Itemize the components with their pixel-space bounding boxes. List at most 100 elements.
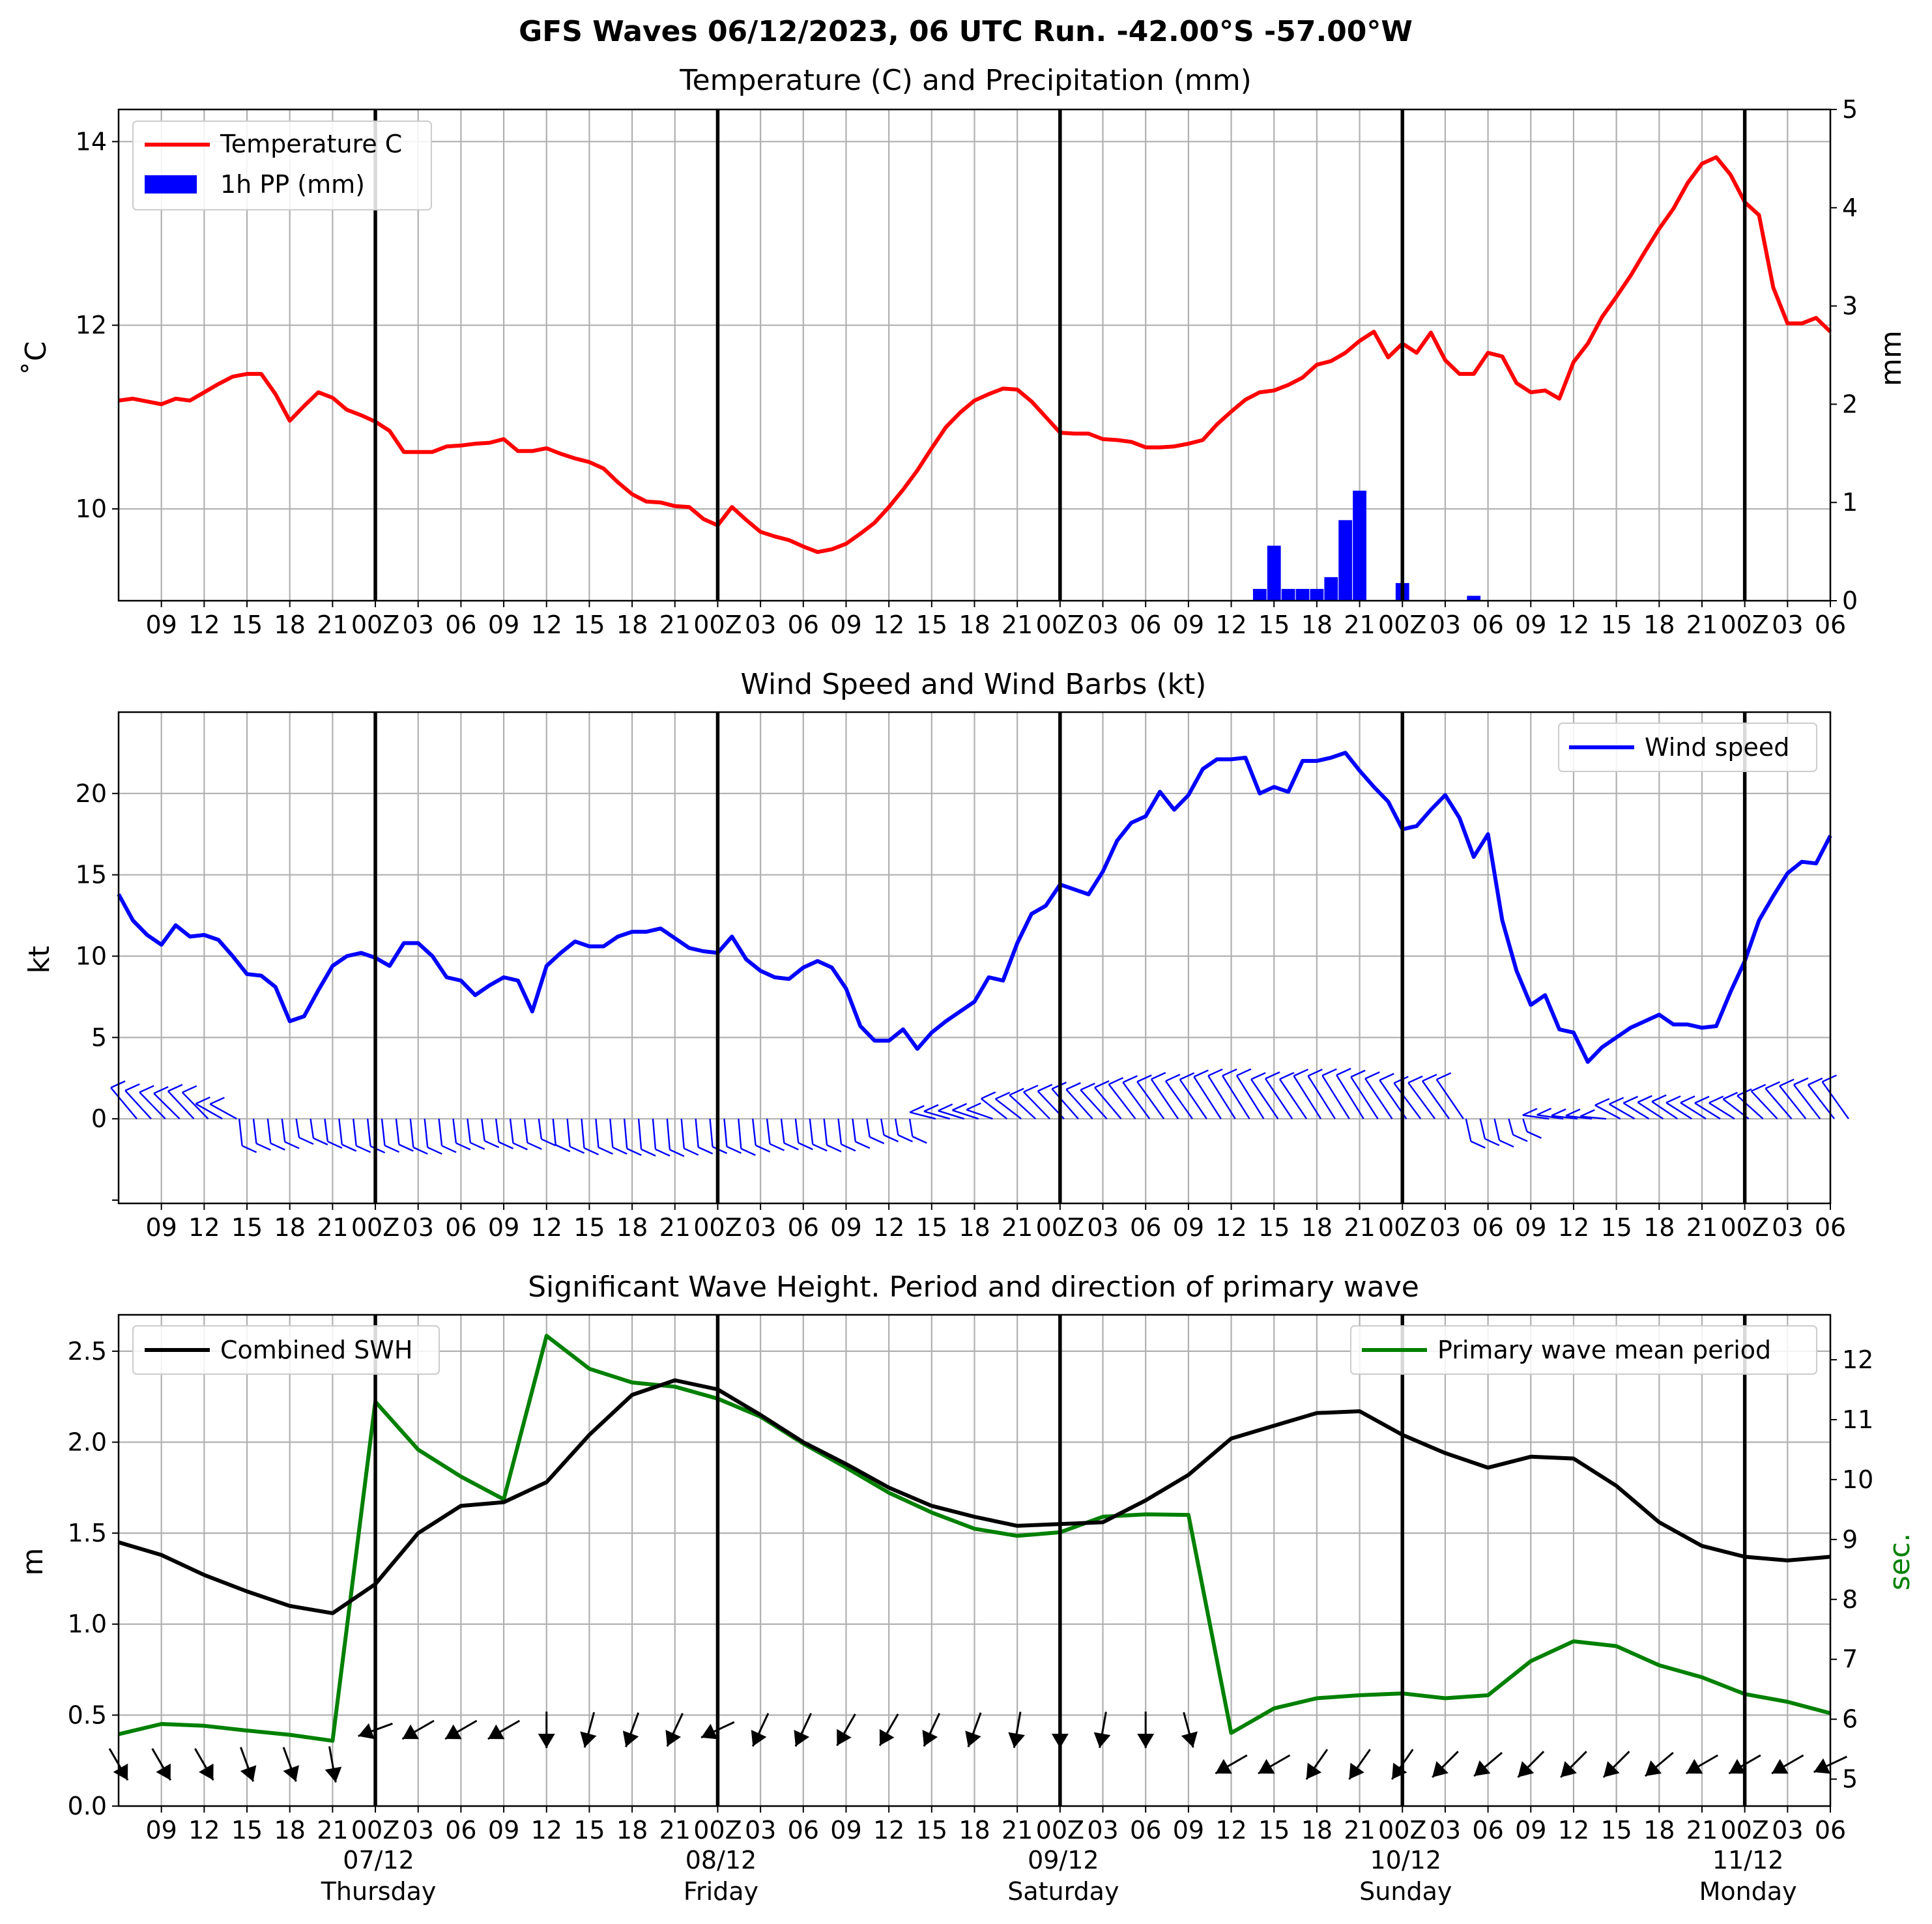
y2-tick-label: 8 — [1842, 1585, 1858, 1614]
panel2-legend: Wind speed — [1558, 723, 1817, 772]
wind-barb-staff — [780, 1119, 785, 1143]
panel1-day-lines — [373, 109, 1747, 601]
wind-barb-flag — [412, 1146, 428, 1155]
wind-barb-flag — [1622, 1095, 1638, 1104]
wind-barb-flag — [1793, 1077, 1809, 1085]
wind-barb-staff — [195, 1103, 223, 1120]
panel2-title: Wind Speed and Wind Barbs (kt) — [741, 668, 1207, 701]
wind-barb-staff — [281, 1119, 286, 1142]
wind-barb-flag — [698, 1146, 714, 1155]
x-tick-label: 03 — [1430, 610, 1461, 639]
wind-barb-staff — [837, 1119, 843, 1145]
x-tick-label: 12 — [188, 610, 220, 639]
wind-barb-staff — [552, 1119, 556, 1145]
wind-barb-staff — [1108, 1084, 1136, 1119]
wind-barb-staff — [1051, 1088, 1079, 1119]
y-tick-label: 0.0 — [68, 1792, 107, 1820]
x-tick-label: 00Z — [693, 1816, 742, 1845]
wind-barb-flag — [1250, 1072, 1266, 1080]
x-tick-label: 03 — [745, 1816, 776, 1845]
y2-tick-label: 6 — [1842, 1705, 1858, 1734]
wind-barb-flag — [1009, 1087, 1024, 1096]
wave-direction-arrow-head — [538, 1734, 555, 1748]
x-tick-label: 06 — [1130, 1213, 1161, 1242]
legend-wind-label: Wind speed — [1645, 733, 1789, 762]
wave-direction-arrow-head — [1258, 1759, 1275, 1774]
x-tick-label: 12 — [873, 1816, 904, 1845]
wind-barb-staff — [338, 1119, 343, 1145]
wind-barb-flag — [1065, 1082, 1081, 1091]
day-date-label: 07/12 — [343, 1846, 414, 1874]
wind-barb-staff — [1278, 1078, 1308, 1119]
wave-direction-arrow-head — [1603, 1761, 1620, 1777]
wind-barb-flag — [427, 1146, 442, 1155]
wave-direction-arrow-head — [751, 1729, 767, 1747]
wind-barb-flag — [726, 1145, 742, 1154]
wind-barb-staff — [1336, 1074, 1364, 1119]
x-tick-label: 03 — [1430, 1213, 1461, 1242]
x-tick-label: 12 — [531, 610, 562, 639]
x-tick-label: 06 — [788, 1213, 819, 1242]
wind-barb-flag — [938, 1103, 953, 1112]
legend-period-label: Primary wave mean period — [1437, 1336, 1771, 1364]
x-tick-label: 18 — [616, 1816, 648, 1845]
wind-barb-flag — [1350, 1069, 1366, 1078]
wind-barb-flag — [384, 1145, 399, 1153]
wind-barb-flag — [498, 1141, 514, 1149]
x-tick-label: 03 — [745, 610, 776, 639]
x-tick-label: 21 — [1002, 610, 1033, 639]
wave-direction-arrow-head — [113, 1763, 128, 1781]
wave-direction-arrow-head — [1686, 1759, 1703, 1774]
wave-direction-arrow-head — [1813, 1758, 1831, 1774]
panel3-legend-left: Combined SWH — [132, 1325, 440, 1375]
wave-direction-arrow-head — [324, 1766, 342, 1783]
day-name-label: Saturday — [1007, 1877, 1119, 1906]
wind-barb-staff — [1350, 1076, 1379, 1119]
panel2-day-lines — [373, 712, 1747, 1203]
wind-barb-flag — [1665, 1095, 1681, 1104]
wave-direction-arrow-head — [1518, 1761, 1535, 1777]
wind-barb-staff — [652, 1119, 657, 1150]
precipitation-bar — [1281, 588, 1295, 601]
x-tick-label: 12 — [531, 1816, 562, 1845]
wind-barb-flag — [1579, 1109, 1595, 1117]
x-tick-label: 03 — [1087, 1213, 1118, 1242]
wind-barb-flag — [1094, 1080, 1110, 1089]
wind-barb-staff — [1793, 1084, 1821, 1119]
wind-barb-staff — [452, 1119, 457, 1143]
wind-barb-staff — [823, 1119, 828, 1145]
wind-barb-staff — [1651, 1100, 1678, 1120]
wind-barb-staff — [866, 1118, 871, 1138]
wind-barb-staff — [1235, 1075, 1265, 1119]
wind-barb-staff — [595, 1119, 599, 1148]
x-tick-label: 03 — [1772, 610, 1803, 639]
y2-tick-label: 5 — [1842, 1765, 1858, 1794]
x-tick-label: 09 — [488, 610, 519, 639]
legend-precip-swatch — [145, 175, 197, 194]
wind-barb-flag — [981, 1091, 996, 1100]
wave-direction-arrow-head — [665, 1729, 682, 1747]
wind-barb-flag — [966, 1102, 981, 1111]
x-tick-label: 06 — [445, 610, 476, 639]
wind-barb-staff — [110, 1087, 137, 1119]
wind-barb-staff — [680, 1119, 685, 1149]
wind-barb-flag — [1565, 1108, 1581, 1117]
x-tick-label: 09 — [1515, 1213, 1546, 1242]
wind-barb-flag — [770, 1143, 785, 1151]
wave-direction-arrow-head — [1215, 1759, 1232, 1774]
day-date-label: 09/12 — [1028, 1846, 1099, 1874]
wind-barb-staff — [766, 1119, 771, 1144]
panel2-x-ticks: 09 12 15 18 21 00Z 03 06 09 12 15 18 21 00Z 03 06 09 12 15… — [145, 1203, 1846, 1242]
x-tick-label: 15 — [231, 1213, 263, 1242]
wind-barb-flag — [124, 1083, 140, 1091]
x-tick-label: 18 — [959, 1816, 990, 1845]
wind-barb-flag — [812, 1143, 828, 1152]
y-tick-label: 0 — [91, 1104, 107, 1133]
primary-wave-period-line — [118, 1334, 1831, 1743]
wind-barb-staff — [1250, 1078, 1279, 1119]
wave-direction-arrow-head — [1561, 1761, 1577, 1777]
wave-direction-arrow-head — [1645, 1760, 1662, 1776]
wind-barb-flag — [1236, 1068, 1252, 1076]
wind-barb-flag — [1722, 1091, 1738, 1100]
wind-barb-staff — [538, 1119, 543, 1140]
